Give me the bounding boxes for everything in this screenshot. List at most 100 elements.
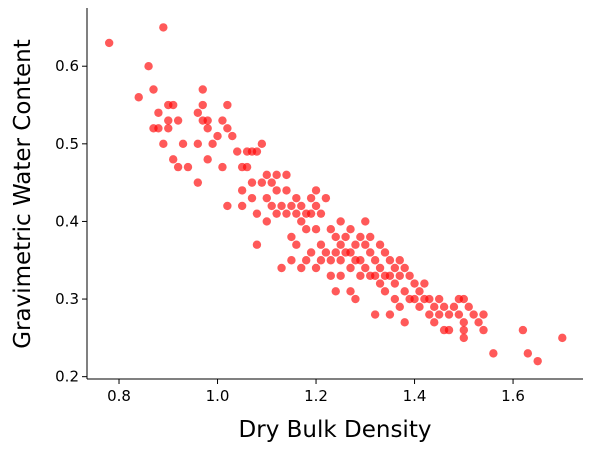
point — [297, 263, 306, 273]
point — [400, 263, 409, 273]
point — [272, 186, 281, 195]
point — [149, 85, 158, 94]
point — [390, 279, 400, 288]
y-tick-label: 0.4 — [55, 212, 79, 230]
x-tick-label: 1.2 — [304, 387, 328, 405]
point — [405, 271, 414, 280]
point — [213, 131, 222, 141]
point — [459, 333, 469, 343]
point — [356, 271, 365, 280]
point — [366, 248, 375, 257]
point — [336, 217, 345, 226]
point — [311, 186, 321, 195]
point — [351, 240, 360, 249]
point — [390, 294, 400, 304]
point — [144, 62, 153, 71]
point — [523, 349, 533, 358]
point — [400, 287, 409, 296]
point — [395, 271, 404, 280]
point — [375, 240, 385, 249]
point — [385, 256, 395, 265]
point — [228, 131, 237, 141]
point — [252, 147, 262, 156]
y-tick-label: 0.6 — [55, 57, 79, 75]
point — [351, 294, 360, 304]
point — [297, 201, 306, 211]
point — [459, 318, 469, 327]
point — [134, 93, 143, 102]
point — [395, 256, 404, 265]
point — [104, 38, 114, 48]
point — [375, 279, 385, 288]
point — [434, 310, 444, 319]
point — [267, 201, 276, 211]
point — [164, 124, 173, 133]
point — [395, 302, 404, 312]
point — [331, 248, 340, 257]
point — [203, 116, 212, 125]
point — [454, 310, 464, 319]
point — [257, 178, 267, 187]
point — [154, 124, 163, 133]
point — [282, 209, 291, 218]
point — [237, 186, 247, 195]
point — [370, 310, 380, 319]
x-tick-label: 1.0 — [206, 387, 230, 405]
point — [183, 162, 193, 172]
point — [311, 263, 321, 273]
point — [336, 256, 345, 265]
point — [390, 263, 400, 273]
point — [464, 302, 473, 312]
y-tick-label: 0.2 — [55, 368, 79, 386]
point — [198, 85, 207, 94]
point — [173, 116, 183, 125]
point — [277, 201, 286, 211]
point — [316, 240, 326, 249]
point — [380, 248, 390, 257]
point — [361, 240, 370, 249]
point — [410, 294, 419, 304]
point — [168, 100, 178, 110]
point — [558, 333, 567, 343]
point — [316, 209, 326, 218]
point — [306, 248, 316, 257]
point — [193, 178, 203, 187]
point — [469, 310, 478, 319]
point — [237, 201, 247, 211]
y-tick-label: 0.5 — [55, 135, 79, 153]
point — [252, 240, 262, 249]
point — [301, 256, 311, 265]
point — [272, 209, 281, 218]
point — [262, 193, 271, 203]
point — [430, 302, 439, 312]
point — [154, 108, 163, 117]
point — [479, 325, 488, 335]
point — [336, 271, 345, 280]
x-tick-label: 1.4 — [403, 387, 427, 405]
point — [292, 193, 301, 203]
point — [262, 217, 271, 226]
point — [425, 310, 434, 319]
point — [346, 248, 355, 257]
point — [193, 139, 203, 149]
point — [430, 318, 439, 327]
point — [326, 256, 336, 265]
point — [366, 232, 375, 242]
point — [331, 287, 340, 296]
point — [346, 263, 355, 273]
point — [361, 263, 370, 273]
point — [459, 294, 469, 304]
x-tick-label: 0.8 — [107, 387, 131, 405]
point — [331, 232, 340, 242]
point — [444, 325, 454, 335]
point — [223, 201, 232, 211]
point — [326, 271, 336, 280]
point — [193, 108, 203, 117]
point — [233, 147, 242, 156]
point — [316, 256, 326, 265]
x-axis-label: Dry Bulk Density — [239, 417, 432, 443]
point — [420, 279, 429, 288]
y-tick-label: 0.3 — [55, 290, 79, 308]
point — [242, 162, 252, 172]
